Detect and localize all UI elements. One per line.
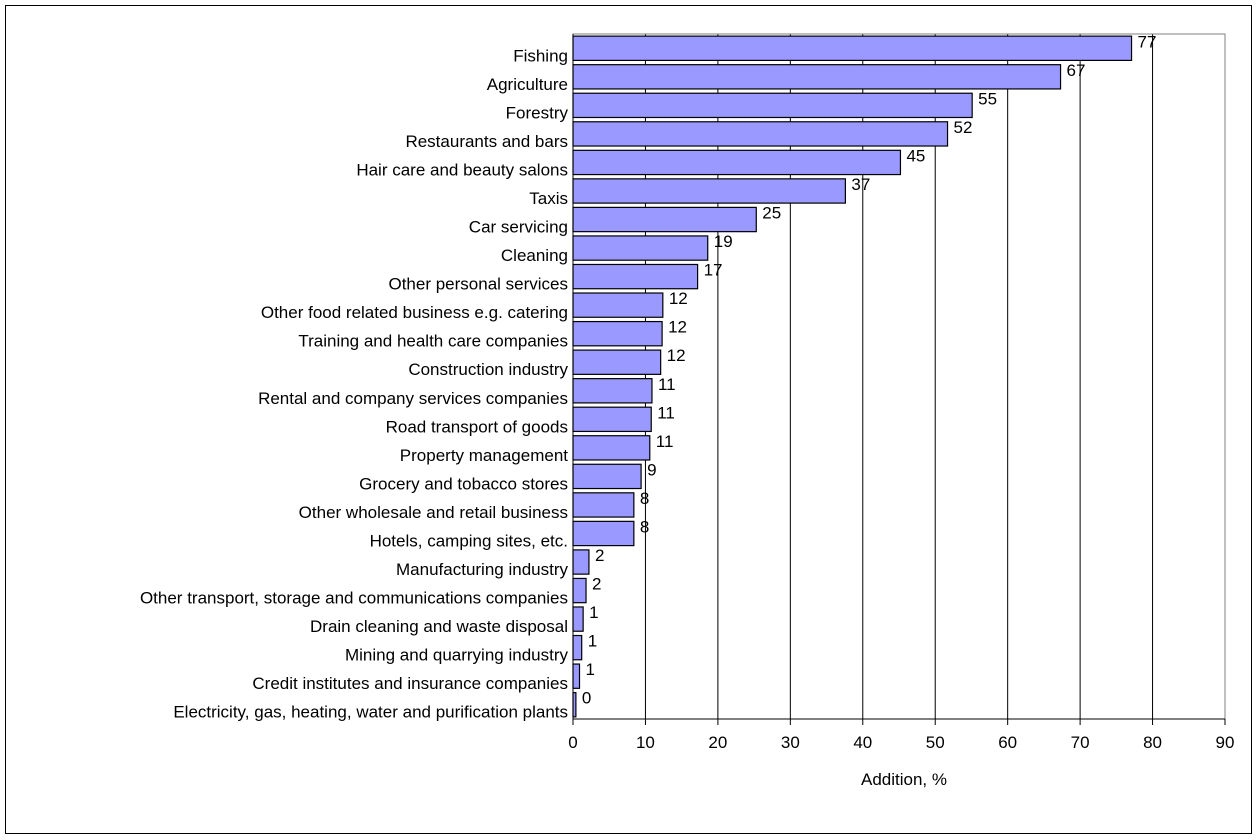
gridlines <box>644 34 1154 719</box>
bar <box>572 92 973 119</box>
bar <box>572 663 581 689</box>
x-tick-label: 30 <box>781 733 800 752</box>
chart-frame: 77 67 55 52 45 37 25 19 17 12 12 12 11 11 11 9 8 8 2 2 1 1 1 0 … <box>5 5 1252 834</box>
bar-value-label: 37 <box>851 175 870 194</box>
x-tick-label: 80 <box>1143 733 1162 752</box>
bar-value-label: 8 <box>640 517 649 536</box>
bar-value-label: 11 <box>656 432 674 451</box>
bar-value-label: 2 <box>592 575 601 594</box>
bar-value-label: 25 <box>762 204 781 223</box>
bar <box>572 634 583 661</box>
category-label: Manufacturing industry <box>396 560 568 579</box>
x-tick-label: 40 <box>853 733 872 752</box>
category-label: Drain cleaning and waste disposal <box>310 617 568 636</box>
category-label: Construction industry <box>408 360 568 379</box>
bar-chart: 776755524537251917121212111111988221110 … <box>140 32 1235 789</box>
bar <box>572 206 757 233</box>
category-labels: Fishing Agriculture Forestry Restaurants an… <box>140 46 569 721</box>
bar-value-label: 1 <box>586 660 595 679</box>
bar <box>572 435 651 461</box>
bar-value-label: 1 <box>588 632 597 651</box>
bar-value-label: 67 <box>1067 61 1086 80</box>
bar <box>572 378 653 404</box>
category-label: Rental and company services companies <box>258 389 568 408</box>
category-label: Fishing <box>513 46 568 65</box>
bar <box>572 463 642 490</box>
category-label: Cleaning <box>501 246 568 265</box>
x-tick-label: 60 <box>998 733 1017 752</box>
bar <box>572 406 652 433</box>
bar <box>572 235 709 261</box>
bar-value-label: 55 <box>978 89 997 108</box>
category-label: Taxis <box>529 189 568 208</box>
bar <box>572 149 902 176</box>
category-label: Hotels, camping sites, etc. <box>370 531 568 550</box>
bar-value-label: 11 <box>657 403 675 422</box>
x-tick-label: 20 <box>708 733 727 752</box>
category-label: Electricity, gas, heating, water and pur… <box>173 703 568 722</box>
x-tick-label: 50 <box>926 733 945 752</box>
bar-value-label: 19 <box>714 232 733 251</box>
bar <box>572 349 662 375</box>
category-label: Car servicing <box>469 218 568 237</box>
bar-value-label: 12 <box>669 289 688 308</box>
bar <box>572 35 1133 62</box>
category-label: Other personal services <box>388 275 568 294</box>
bar <box>572 263 699 290</box>
bar-value-label: 11 <box>658 375 676 394</box>
bar-value-label: 17 <box>704 261 723 280</box>
category-label: Agriculture <box>487 75 568 94</box>
x-axis: 0 10 20 30 40 50 60 70 80 90 <box>568 34 1234 752</box>
category-label: Property management <box>400 446 568 465</box>
bar <box>572 520 635 547</box>
bar-value-label: 8 <box>640 489 649 508</box>
bar-value-label: 77 <box>1138 32 1157 51</box>
category-label: Other wholesale and retail business <box>299 503 568 522</box>
bar <box>572 292 664 318</box>
category-label: Road transport of goods <box>386 417 568 436</box>
bar-value-label: 2 <box>595 546 604 565</box>
bar-value-label: 45 <box>906 146 925 165</box>
bar-value-label: 12 <box>667 346 686 365</box>
category-label: Other food related business e.g. caterin… <box>261 303 568 322</box>
category-label: Restaurants and bars <box>405 132 568 151</box>
category-label: Training and health care companies <box>298 332 568 351</box>
bar-value-label: 0 <box>582 689 591 708</box>
bar-value-label: 1 <box>589 603 598 622</box>
x-tick-label: 10 <box>636 733 655 752</box>
bars <box>572 35 1133 718</box>
bar <box>572 492 635 518</box>
bar <box>572 606 584 632</box>
category-label: Credit institutes and insurance companie… <box>252 674 568 693</box>
bar <box>572 577 587 604</box>
category-label: Forestry <box>506 103 569 122</box>
x-axis-title: Addition, % <box>861 770 947 789</box>
bar-value-label: 52 <box>954 118 973 137</box>
x-tick-label: 70 <box>1071 733 1090 752</box>
bar <box>572 320 663 347</box>
bar-value-label: 12 <box>668 318 687 337</box>
category-label: Mining and quarrying industry <box>345 646 569 665</box>
bar-value-label: 9 <box>647 460 656 479</box>
x-tick-label: 0 <box>568 733 577 752</box>
bar <box>572 121 949 147</box>
bar <box>572 178 846 204</box>
bar <box>572 549 590 575</box>
category-label: Other transport, storage and communicati… <box>140 589 568 608</box>
bar <box>572 64 1062 90</box>
category-label: Hair care and beauty salons <box>356 160 568 179</box>
category-label: Grocery and tobacco stores <box>359 474 568 493</box>
x-tick-label: 90 <box>1216 733 1235 752</box>
